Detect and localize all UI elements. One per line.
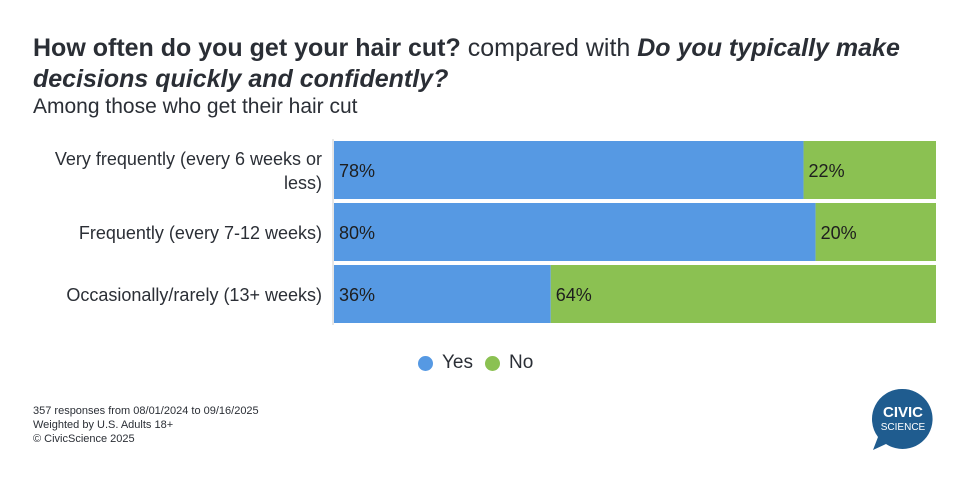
legend-swatch-no (485, 355, 500, 371)
category-label: Very frequently (every 6 weeks or (55, 149, 322, 169)
legend-label-yes: Yes (442, 352, 473, 373)
footer-responses: 357 responses from 08/01/2024 to 09/16/2… (33, 405, 259, 417)
data-label-no: 64% (556, 285, 592, 305)
footer-notes: 357 responses from 08/01/2024 to 09/16/2… (33, 404, 259, 446)
bar-no (550, 265, 936, 323)
category-label: Frequently (every 7-12 weeks) (79, 223, 322, 243)
bar-yes (334, 203, 816, 261)
legend-item-no: No (485, 352, 533, 374)
data-label-no: 22% (809, 161, 845, 181)
bar-chart: Very frequently (every 6 weeks or less) 78… (55, 139, 936, 325)
footer-copyright: © CivicScience 2025 (33, 433, 135, 445)
footer-weighting: Weighted by U.S. Adults 18+ (33, 419, 174, 431)
bar-no (815, 203, 936, 261)
chart-title: How often do you get your hair cut? comp… (33, 33, 933, 95)
category-label: less) (284, 173, 322, 193)
legend-label-no: No (509, 352, 534, 373)
legend-item-yes: Yes (418, 352, 473, 374)
civicscience-logo: CIVIC SCIENCE (872, 388, 933, 450)
data-label-no: 20% (821, 223, 857, 243)
legend: Yes No (418, 352, 545, 374)
category-label: Occasionally/rarely (13+ weeks) (66, 285, 322, 305)
data-label-yes: 36% (339, 285, 375, 305)
data-label-yes: 80% (339, 223, 375, 243)
bar-no (803, 141, 936, 199)
bar-yes (334, 265, 551, 323)
legend-swatch-yes (418, 355, 433, 371)
chart-subtitle: Among those who get their hair cut (33, 95, 358, 118)
logo-text-science: SCIENCE (881, 422, 926, 433)
bar-yes (334, 141, 804, 199)
logo-speech-bubble (872, 388, 933, 450)
data-label-yes: 78% (339, 161, 375, 181)
logo-text-civic: CIVIC (883, 404, 923, 421)
title-question-2: Do you typically make decisions quickly … (33, 34, 900, 93)
title-question-1: How often do you get your hair cut? (33, 34, 461, 62)
title-connector: compared with (460, 34, 638, 62)
